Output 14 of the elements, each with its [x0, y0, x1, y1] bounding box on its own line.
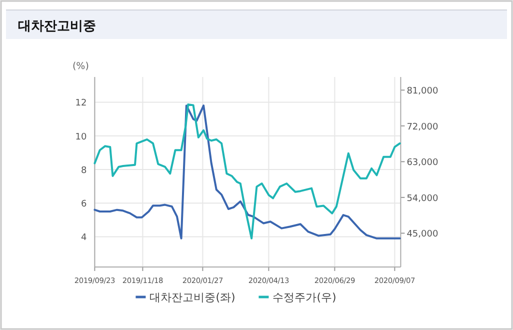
y-tick-label: 12	[75, 98, 87, 109]
y2-tick-label: 54,000	[406, 194, 438, 204]
y2-tick-label: 72,000	[406, 122, 438, 132]
chart-title: 대차잔고비중	[18, 19, 96, 34]
y-tick-label: 6	[80, 200, 87, 210]
y2-tick-label: 45,000	[406, 230, 438, 240]
y-tick-label: 8	[80, 166, 87, 176]
y-tick-label: 4	[80, 233, 87, 244]
legend-label: 수정주가(우)	[272, 291, 336, 304]
y-axis-title: (%)	[72, 61, 89, 72]
legend-label: 대차잔고비중(좌)	[150, 291, 236, 304]
y2-tick-label: 63,000	[406, 158, 438, 168]
y2-tick-label: 81,000	[406, 86, 438, 97]
y-tick-label: 10	[75, 132, 87, 142]
